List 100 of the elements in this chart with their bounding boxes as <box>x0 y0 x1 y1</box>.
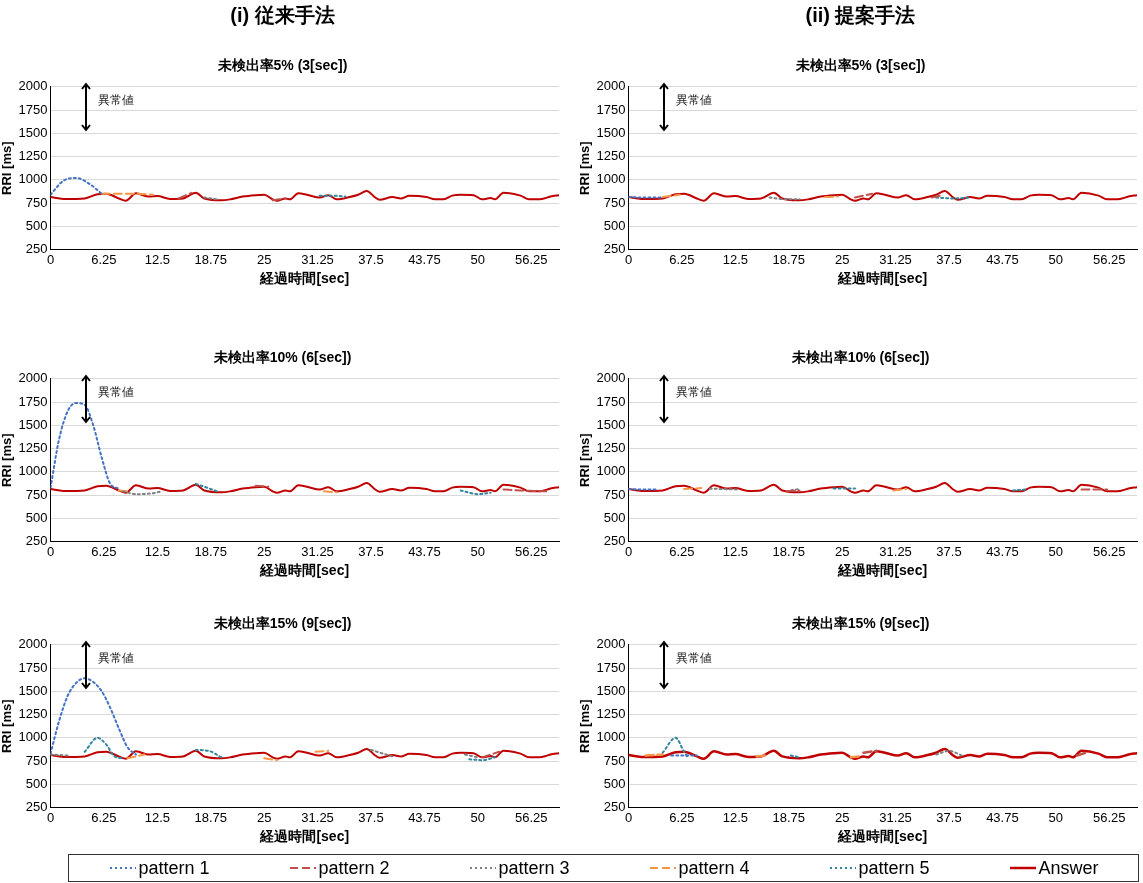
y-tick-label: 250 <box>603 799 626 815</box>
x-axis-title: 経過時間[sec] <box>837 270 928 287</box>
y-tick-label: 250 <box>25 799 48 815</box>
x-tick-label: 50 <box>1048 809 1064 825</box>
y-tick-label: 500 <box>603 509 626 525</box>
annotation: 異常値 <box>98 650 134 667</box>
y-tick-label: 2000 <box>18 78 48 94</box>
x-tick-label: 37.5 <box>936 543 962 559</box>
x-tick-label: 31.25 <box>879 543 912 559</box>
x-tick-label: 56.25 <box>1092 543 1126 559</box>
line-series <box>50 401 120 490</box>
legend-label: Answer <box>1038 857 1099 879</box>
x-tick-label: 0 <box>46 809 55 825</box>
y-tick-label: 750 <box>25 486 48 502</box>
line-series <box>50 176 103 196</box>
x-tick-label: 25 <box>834 543 850 559</box>
y-tick-label: 1000 <box>596 171 626 187</box>
y-tick-label: 1500 <box>18 682 48 698</box>
y-tick-label: 1500 <box>18 416 48 432</box>
x-tick-label: 31.25 <box>879 251 912 267</box>
x-tick-label: 0 <box>624 543 633 559</box>
y-tick-label: 1250 <box>596 148 626 164</box>
x-tick-label: 37.5 <box>936 251 962 267</box>
x-tick-label: 50 <box>1048 251 1064 267</box>
line-series <box>50 481 559 494</box>
x-tick-label: 43.75 <box>986 543 1019 559</box>
legend-label: pattern 3 <box>498 857 570 879</box>
y-tick-label: 2000 <box>596 370 626 386</box>
x-tick-label: 43.75 <box>408 251 441 267</box>
x-tick-label: 37.5 <box>936 809 962 825</box>
y-tick-label: 1250 <box>596 706 626 722</box>
y-tick-label: 250 <box>603 241 626 257</box>
x-tick-label: 18.75 <box>772 543 806 559</box>
y-axis-title: RRI [ms] <box>0 699 15 753</box>
x-tick-label: 37.5 <box>358 809 384 825</box>
x-tick-label: 56.25 <box>514 543 548 559</box>
y-tick-label: 1750 <box>596 659 626 675</box>
y-tick-label: 500 <box>603 775 626 791</box>
x-tick-label: 18.75 <box>772 809 806 825</box>
x-tick-label: 6.25 <box>669 809 695 825</box>
x-tick-label: 37.5 <box>358 543 384 559</box>
x-tick-label: 56.25 <box>1092 251 1126 267</box>
y-tick-label: 250 <box>603 533 626 549</box>
y-tick-label: 2000 <box>18 370 48 386</box>
x-tick-label: 6.25 <box>91 543 117 559</box>
y-tick-label: 500 <box>25 217 48 233</box>
y-tick-label: 1000 <box>18 171 48 187</box>
y-axis-title: RRI [ms] <box>0 141 15 195</box>
x-tick-label: 0 <box>624 809 633 825</box>
y-tick-label: 2000 <box>596 78 626 94</box>
x-tick-label: 25 <box>256 543 272 559</box>
line-series <box>50 677 137 756</box>
y-tick-label: 1250 <box>18 706 48 722</box>
y-tick-label: 2000 <box>18 636 48 652</box>
x-tick-label: 31.25 <box>301 809 334 825</box>
x-tick-label: 25 <box>256 251 272 267</box>
y-tick-label: 500 <box>603 217 626 233</box>
y-axis-title: RRI [ms] <box>577 433 593 487</box>
y-tick-label: 1750 <box>596 101 626 117</box>
y-axis-title: RRI [ms] <box>0 433 15 487</box>
chart-title: 未検出率10% (6[sec]) <box>790 348 931 367</box>
x-tick-label: 18.75 <box>772 251 806 267</box>
x-tick-label: 50 <box>470 809 486 825</box>
x-tick-label: 50 <box>470 543 486 559</box>
x-axis-title: 経過時間[sec] <box>837 562 928 579</box>
chart-title: 未検出率15% (9[sec]) <box>212 614 353 633</box>
y-tick-label: 1750 <box>596 393 626 409</box>
annotation: 異常値 <box>676 384 712 401</box>
y-tick-label: 750 <box>603 194 626 210</box>
y-tick-label: 500 <box>25 775 48 791</box>
x-tick-label: 37.5 <box>358 251 384 267</box>
line-series <box>628 747 1137 761</box>
x-tick-label: 12.5 <box>722 809 748 825</box>
chart-title: (i) 従来手法 <box>229 3 336 28</box>
x-tick-label: 31.25 <box>301 543 334 559</box>
legend-label: pattern 1 <box>138 857 210 879</box>
x-tick-label: 31.25 <box>879 809 912 825</box>
legend-label: pattern 2 <box>318 857 390 879</box>
y-tick-label: 250 <box>25 241 48 257</box>
y-tick-label: 500 <box>25 509 48 525</box>
line-series <box>628 189 1137 202</box>
x-tick-label: 12.5 <box>722 251 748 267</box>
x-tick-label: 50 <box>470 251 486 267</box>
y-tick-label: 1000 <box>596 729 626 745</box>
y-tick-label: 1500 <box>596 124 626 140</box>
x-tick-label: 43.75 <box>408 543 441 559</box>
x-tick-label: 6.25 <box>91 809 117 825</box>
y-tick-label: 1500 <box>596 416 626 432</box>
x-axis-title: 経過時間[sec] <box>837 828 928 845</box>
x-tick-label: 12.5 <box>144 543 170 559</box>
x-tick-label: 56.25 <box>514 251 548 267</box>
line-series <box>50 747 559 760</box>
y-tick-label: 1750 <box>18 101 48 117</box>
y-tick-label: 1000 <box>596 463 626 479</box>
x-tick-label: 0 <box>46 251 55 267</box>
y-tick-label: 1000 <box>18 463 48 479</box>
y-tick-label: 1250 <box>18 440 48 456</box>
x-tick-label: 43.75 <box>408 809 441 825</box>
x-tick-label: 43.75 <box>986 809 1019 825</box>
x-tick-label: 50 <box>1048 543 1064 559</box>
